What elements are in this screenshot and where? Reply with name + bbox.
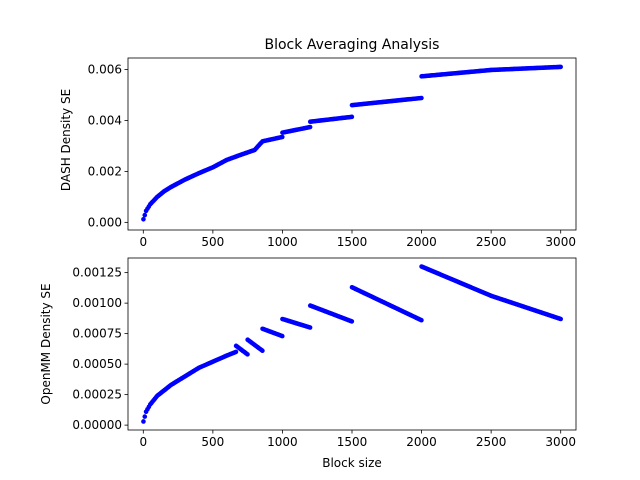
bottom-x-axis-label: Block size — [322, 456, 382, 470]
bottom-data-point — [233, 349, 239, 355]
bottom-x-tick-label: 3000 — [545, 435, 576, 449]
top-x-tick-label: 1500 — [337, 235, 368, 249]
bottom-y-tick-label: 0.00125 — [72, 266, 122, 280]
bottom-data-point — [245, 352, 250, 357]
top-x-tick-label: 3000 — [545, 235, 576, 249]
top-y-tick-label: 0.004 — [88, 113, 122, 127]
top-data-point — [307, 124, 313, 130]
top-x-tick-label: 500 — [201, 235, 224, 249]
top-data-point — [142, 212, 148, 218]
bottom-data-point — [558, 316, 563, 322]
bottom-ticks: 0 500 1000 1500 2000 2500 3000 0.00000 0.00025 0.… — [72, 266, 576, 449]
top-data-point — [558, 64, 563, 70]
bottom-data-point — [141, 419, 146, 424]
bottom-data-point — [349, 319, 355, 324]
top-y-tick-label: 0.000 — [88, 215, 122, 229]
bottom-y-tick-label: 0.00025 — [72, 388, 122, 402]
bottom-y-tick-label: 0.00075 — [72, 327, 122, 341]
bottom-data-point — [142, 414, 148, 419]
top-data-point — [141, 216, 146, 222]
bottom-y-tick-label: 0.00050 — [72, 357, 122, 371]
top-data-point — [279, 134, 285, 140]
top-y-tick-label: 0.006 — [88, 62, 122, 76]
top-x-tick-label: 2500 — [476, 235, 507, 249]
bottom-data-point — [307, 325, 313, 330]
bottom-x-tick-label: 2000 — [406, 435, 437, 449]
top-x-tick-label: 0 — [139, 235, 147, 249]
bottom-x-tick-label: 1000 — [267, 435, 298, 449]
bottom-data-point — [279, 333, 285, 339]
bottom-x-tick-label: 2500 — [476, 435, 507, 449]
top-data-point — [419, 95, 424, 101]
bottom-y-tick-label: 0.00000 — [72, 418, 122, 432]
top-ticks: 0 500 1000 1500 2000 2500 3000 0.000 0.002 0.004 0… — [88, 62, 576, 249]
chart-title: Block Averaging Analysis — [265, 37, 440, 53]
top-panel: Block Averaging Analysis DASH Density SE… — [59, 37, 577, 249]
bottom-y-axis-label: OpenMM Density SE — [39, 283, 53, 404]
bottom-x-tick-label: 1500 — [337, 435, 368, 449]
bottom-x-tick-label: 0 — [139, 435, 147, 449]
top-data-point — [349, 114, 355, 120]
bottom-plot-frame — [127, 257, 577, 431]
bottom-panel: Block size OpenMM Density SE 0 500 1000 150… — [39, 257, 577, 470]
top-y-tick-label: 0.002 — [88, 164, 122, 178]
bottom-data-point — [419, 317, 424, 323]
bottom-data-point — [260, 348, 265, 354]
top-x-tick-label: 1000 — [267, 235, 298, 249]
bottom-y-tick-label: 0.00100 — [72, 296, 122, 310]
top-x-tick-label: 2000 — [406, 235, 437, 249]
top-y-axis-label: DASH Density SE — [59, 89, 73, 191]
top-plot-frame — [127, 57, 577, 231]
top-data-points — [141, 64, 563, 222]
bottom-data-points — [141, 264, 563, 424]
bottom-x-tick-label: 500 — [201, 435, 224, 449]
